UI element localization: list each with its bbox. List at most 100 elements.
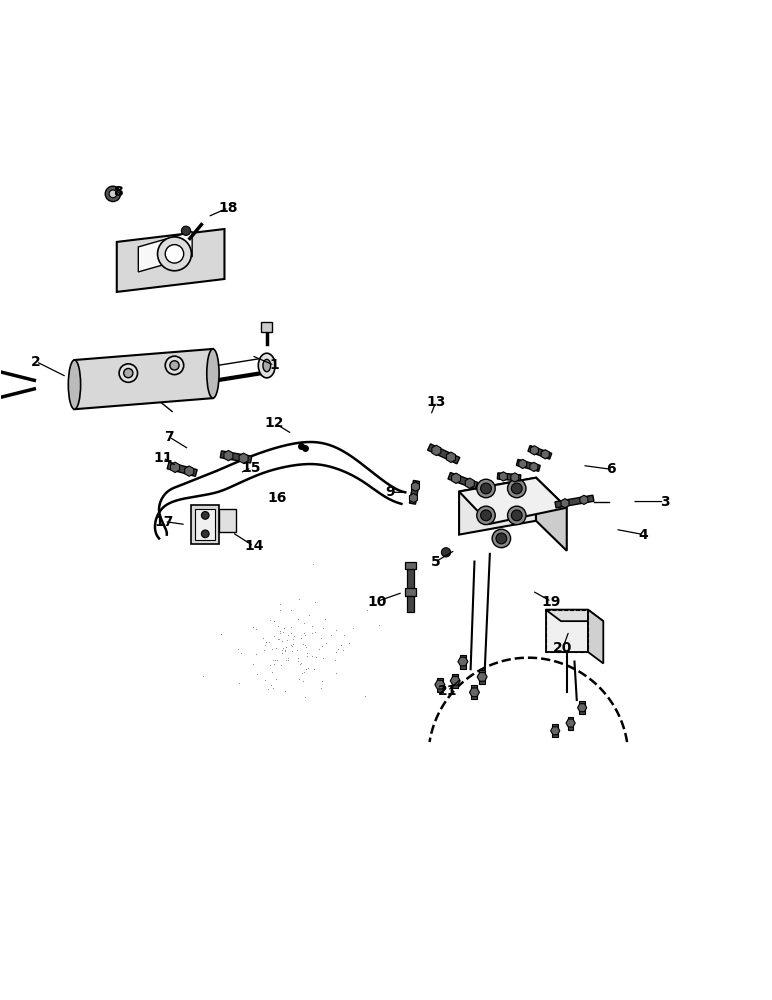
Ellipse shape: [68, 360, 80, 409]
Text: 15: 15: [242, 461, 261, 475]
Polygon shape: [185, 466, 194, 476]
Text: 1: 1: [269, 358, 279, 372]
Text: 11: 11: [153, 451, 173, 465]
Text: 21: 21: [438, 684, 457, 698]
Polygon shape: [435, 680, 445, 689]
Polygon shape: [588, 610, 603, 663]
Polygon shape: [74, 349, 213, 409]
Circle shape: [477, 479, 495, 498]
Circle shape: [496, 533, 506, 544]
Circle shape: [477, 506, 495, 525]
Bar: [579, 701, 585, 714]
Circle shape: [493, 529, 510, 548]
Polygon shape: [450, 676, 460, 685]
Polygon shape: [405, 588, 416, 596]
Circle shape: [105, 186, 120, 202]
Polygon shape: [117, 229, 225, 292]
Text: 2: 2: [31, 355, 41, 369]
Circle shape: [442, 548, 451, 557]
Polygon shape: [405, 562, 416, 569]
Polygon shape: [224, 450, 233, 461]
Text: 5: 5: [431, 555, 441, 569]
Text: 9: 9: [385, 485, 394, 499]
Circle shape: [201, 512, 209, 519]
Circle shape: [165, 356, 184, 375]
Text: 18: 18: [218, 201, 238, 215]
Polygon shape: [580, 495, 588, 504]
Text: 19: 19: [542, 595, 561, 609]
Polygon shape: [541, 450, 549, 459]
Text: 3: 3: [659, 495, 669, 509]
Text: 13: 13: [426, 395, 445, 409]
Circle shape: [170, 361, 179, 370]
Polygon shape: [469, 688, 479, 697]
Polygon shape: [407, 567, 414, 594]
Text: 12: 12: [265, 416, 284, 430]
Polygon shape: [546, 610, 603, 621]
Polygon shape: [477, 673, 487, 681]
Polygon shape: [171, 462, 180, 473]
Polygon shape: [499, 472, 507, 481]
Bar: [452, 674, 459, 688]
Polygon shape: [519, 459, 527, 469]
Polygon shape: [432, 445, 441, 456]
Polygon shape: [239, 453, 248, 463]
Text: 6: 6: [606, 462, 615, 476]
Polygon shape: [458, 657, 468, 666]
Polygon shape: [409, 493, 418, 503]
Circle shape: [157, 237, 191, 271]
Circle shape: [119, 364, 137, 382]
Polygon shape: [407, 596, 414, 612]
Polygon shape: [428, 444, 460, 464]
Text: 20: 20: [554, 641, 573, 655]
Circle shape: [507, 479, 526, 498]
Ellipse shape: [259, 353, 276, 378]
Bar: [195, 509, 215, 540]
Bar: [219, 509, 236, 532]
Circle shape: [201, 530, 209, 538]
Polygon shape: [561, 499, 569, 508]
Text: 16: 16: [267, 491, 286, 505]
Circle shape: [124, 368, 133, 378]
Text: 8: 8: [113, 185, 124, 199]
Polygon shape: [448, 473, 478, 489]
Bar: [262, 322, 273, 332]
Polygon shape: [530, 446, 538, 455]
Polygon shape: [452, 473, 461, 483]
Polygon shape: [536, 478, 567, 551]
Circle shape: [507, 506, 526, 525]
Polygon shape: [566, 719, 575, 727]
Circle shape: [165, 245, 184, 263]
Polygon shape: [220, 451, 252, 463]
Circle shape: [511, 510, 522, 521]
Polygon shape: [577, 704, 587, 712]
Polygon shape: [446, 452, 455, 462]
Polygon shape: [546, 610, 588, 652]
Circle shape: [481, 483, 492, 494]
Polygon shape: [459, 478, 536, 535]
Polygon shape: [138, 232, 192, 272]
Polygon shape: [411, 482, 419, 491]
Polygon shape: [511, 473, 519, 482]
Text: 10: 10: [367, 595, 387, 609]
Bar: [568, 717, 574, 730]
Text: 17: 17: [154, 515, 174, 529]
Circle shape: [181, 226, 191, 235]
Polygon shape: [530, 462, 538, 471]
Circle shape: [109, 190, 117, 198]
Bar: [472, 685, 477, 699]
Bar: [479, 670, 485, 684]
Bar: [191, 505, 219, 544]
Polygon shape: [516, 459, 540, 471]
Polygon shape: [409, 480, 419, 504]
Bar: [460, 655, 466, 669]
Bar: [437, 678, 443, 692]
Text: 7: 7: [164, 430, 174, 444]
Circle shape: [511, 483, 522, 494]
Text: 4: 4: [638, 528, 648, 542]
Polygon shape: [555, 495, 594, 508]
Circle shape: [481, 510, 492, 521]
Bar: [553, 724, 558, 737]
Polygon shape: [459, 478, 567, 524]
Ellipse shape: [263, 359, 271, 372]
